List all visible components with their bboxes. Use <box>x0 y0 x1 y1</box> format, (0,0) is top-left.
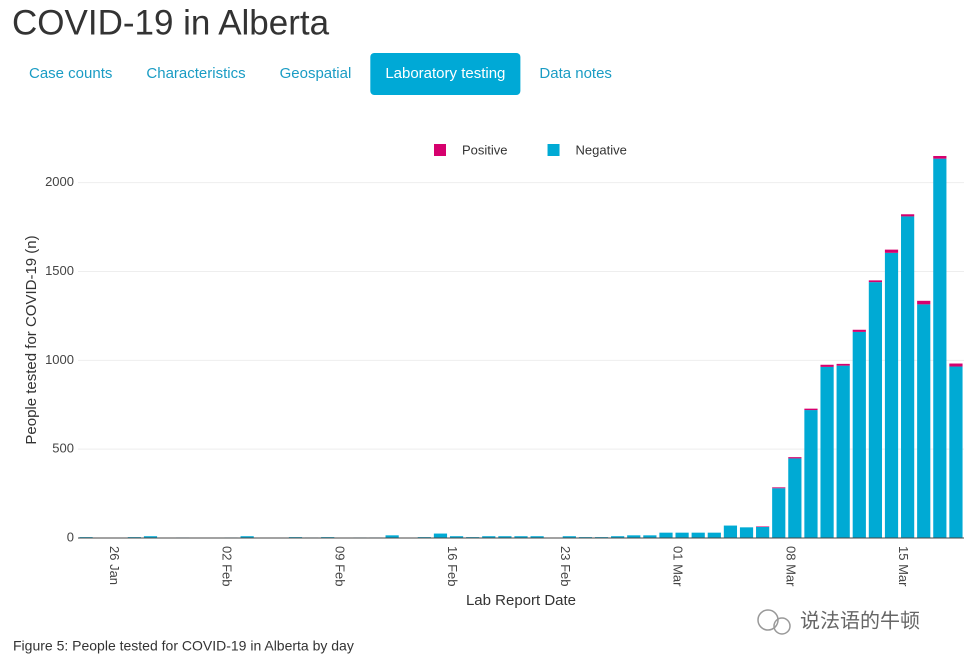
bar-segment <box>804 408 818 411</box>
bar-segment <box>949 363 963 367</box>
bar-segment <box>772 488 786 538</box>
bar-segment <box>240 536 254 538</box>
legend-label: Negative <box>576 142 627 157</box>
bar-segment <box>482 536 496 538</box>
bar-segment <box>804 410 818 538</box>
legend-label: Positive <box>462 142 508 157</box>
bar-segment <box>917 300 931 305</box>
y-tick-label: 500 <box>52 441 74 456</box>
tab-label[interactable]: Geospatial <box>280 65 352 82</box>
bar-segment <box>707 532 721 538</box>
watermark: 说法语的牛顿 <box>800 609 920 632</box>
bar-segment <box>884 249 899 253</box>
bar-segment <box>756 526 770 538</box>
active-tab[interactable] <box>370 53 521 95</box>
x-tick-label: 08 Mar <box>783 546 798 587</box>
bar-segment <box>530 536 544 538</box>
legend-swatch <box>547 144 560 156</box>
y-tick-label: 2000 <box>45 174 74 189</box>
bar-segment <box>756 526 770 527</box>
bar-segment <box>788 458 802 538</box>
bar-segment <box>933 155 947 159</box>
bar-segment <box>901 214 915 217</box>
bar-segment <box>643 535 657 538</box>
bar-segment <box>836 363 850 366</box>
bar-segment <box>868 280 883 283</box>
bar-segment <box>691 532 705 538</box>
bar-segment <box>949 366 963 538</box>
bar-segment <box>933 158 947 538</box>
bar-segment <box>788 457 802 459</box>
bar-segment <box>820 364 834 367</box>
tab-label[interactable]: Data notes <box>539 65 612 82</box>
bar-segment <box>514 536 528 538</box>
bar-segment <box>611 536 625 538</box>
bar-segment <box>852 331 866 538</box>
x-axis-title: Lab Report Date <box>466 592 576 609</box>
y-tick-label: 0 <box>67 529 74 544</box>
bar-segment <box>659 532 673 538</box>
bar-segment <box>627 535 641 538</box>
tab-label[interactable]: Characteristics <box>146 65 245 82</box>
legend-swatch <box>434 144 446 156</box>
bar-segment <box>820 366 834 538</box>
x-tick-label: 16 Feb <box>445 546 460 586</box>
chart: 0 500 1000 1500 2000 People tested for COVID-… <box>23 142 964 609</box>
tab-label[interactable]: Case counts <box>29 65 112 82</box>
y-tick-label: 1500 <box>45 263 74 278</box>
bar-segment <box>433 533 448 538</box>
bar-segment <box>772 487 786 489</box>
bar-segment <box>449 536 464 538</box>
bar-segment <box>143 536 158 538</box>
bar-segment <box>562 536 576 538</box>
bar-segment <box>385 535 399 538</box>
bar-segment <box>723 525 738 538</box>
bar-segment <box>884 252 899 538</box>
bar-segment <box>498 536 512 538</box>
bar-segment <box>868 282 883 538</box>
y-tick-label: 1000 <box>45 352 74 367</box>
bar-segment <box>836 365 850 538</box>
watermark-icon <box>757 609 791 635</box>
figure-caption: Figure 5: People tested for COVID-19 in … <box>13 638 354 654</box>
x-tick-label: 01 Mar <box>671 546 686 587</box>
x-tick-label: 23 Feb <box>558 546 573 586</box>
bar-segment <box>917 304 931 538</box>
page-title: COVID-19 in Alberta <box>12 3 330 42</box>
x-tick-label: 09 Feb <box>332 546 347 586</box>
x-tick-label: 26 Jan <box>107 546 122 585</box>
y-axis-title: People tested for COVID-19 (n) <box>23 235 40 444</box>
tab-bar: Case counts Characteristics Geospatial Labo… <box>29 53 612 95</box>
bar-segment <box>852 329 866 332</box>
tab-label[interactable]: Laboratory testing <box>385 65 505 82</box>
bar-segment <box>739 527 754 538</box>
bar-segment <box>901 216 915 538</box>
x-tick-label: 15 Mar <box>896 546 911 587</box>
x-tick-label: 02 Feb <box>220 546 235 586</box>
bar-segment <box>675 532 689 538</box>
